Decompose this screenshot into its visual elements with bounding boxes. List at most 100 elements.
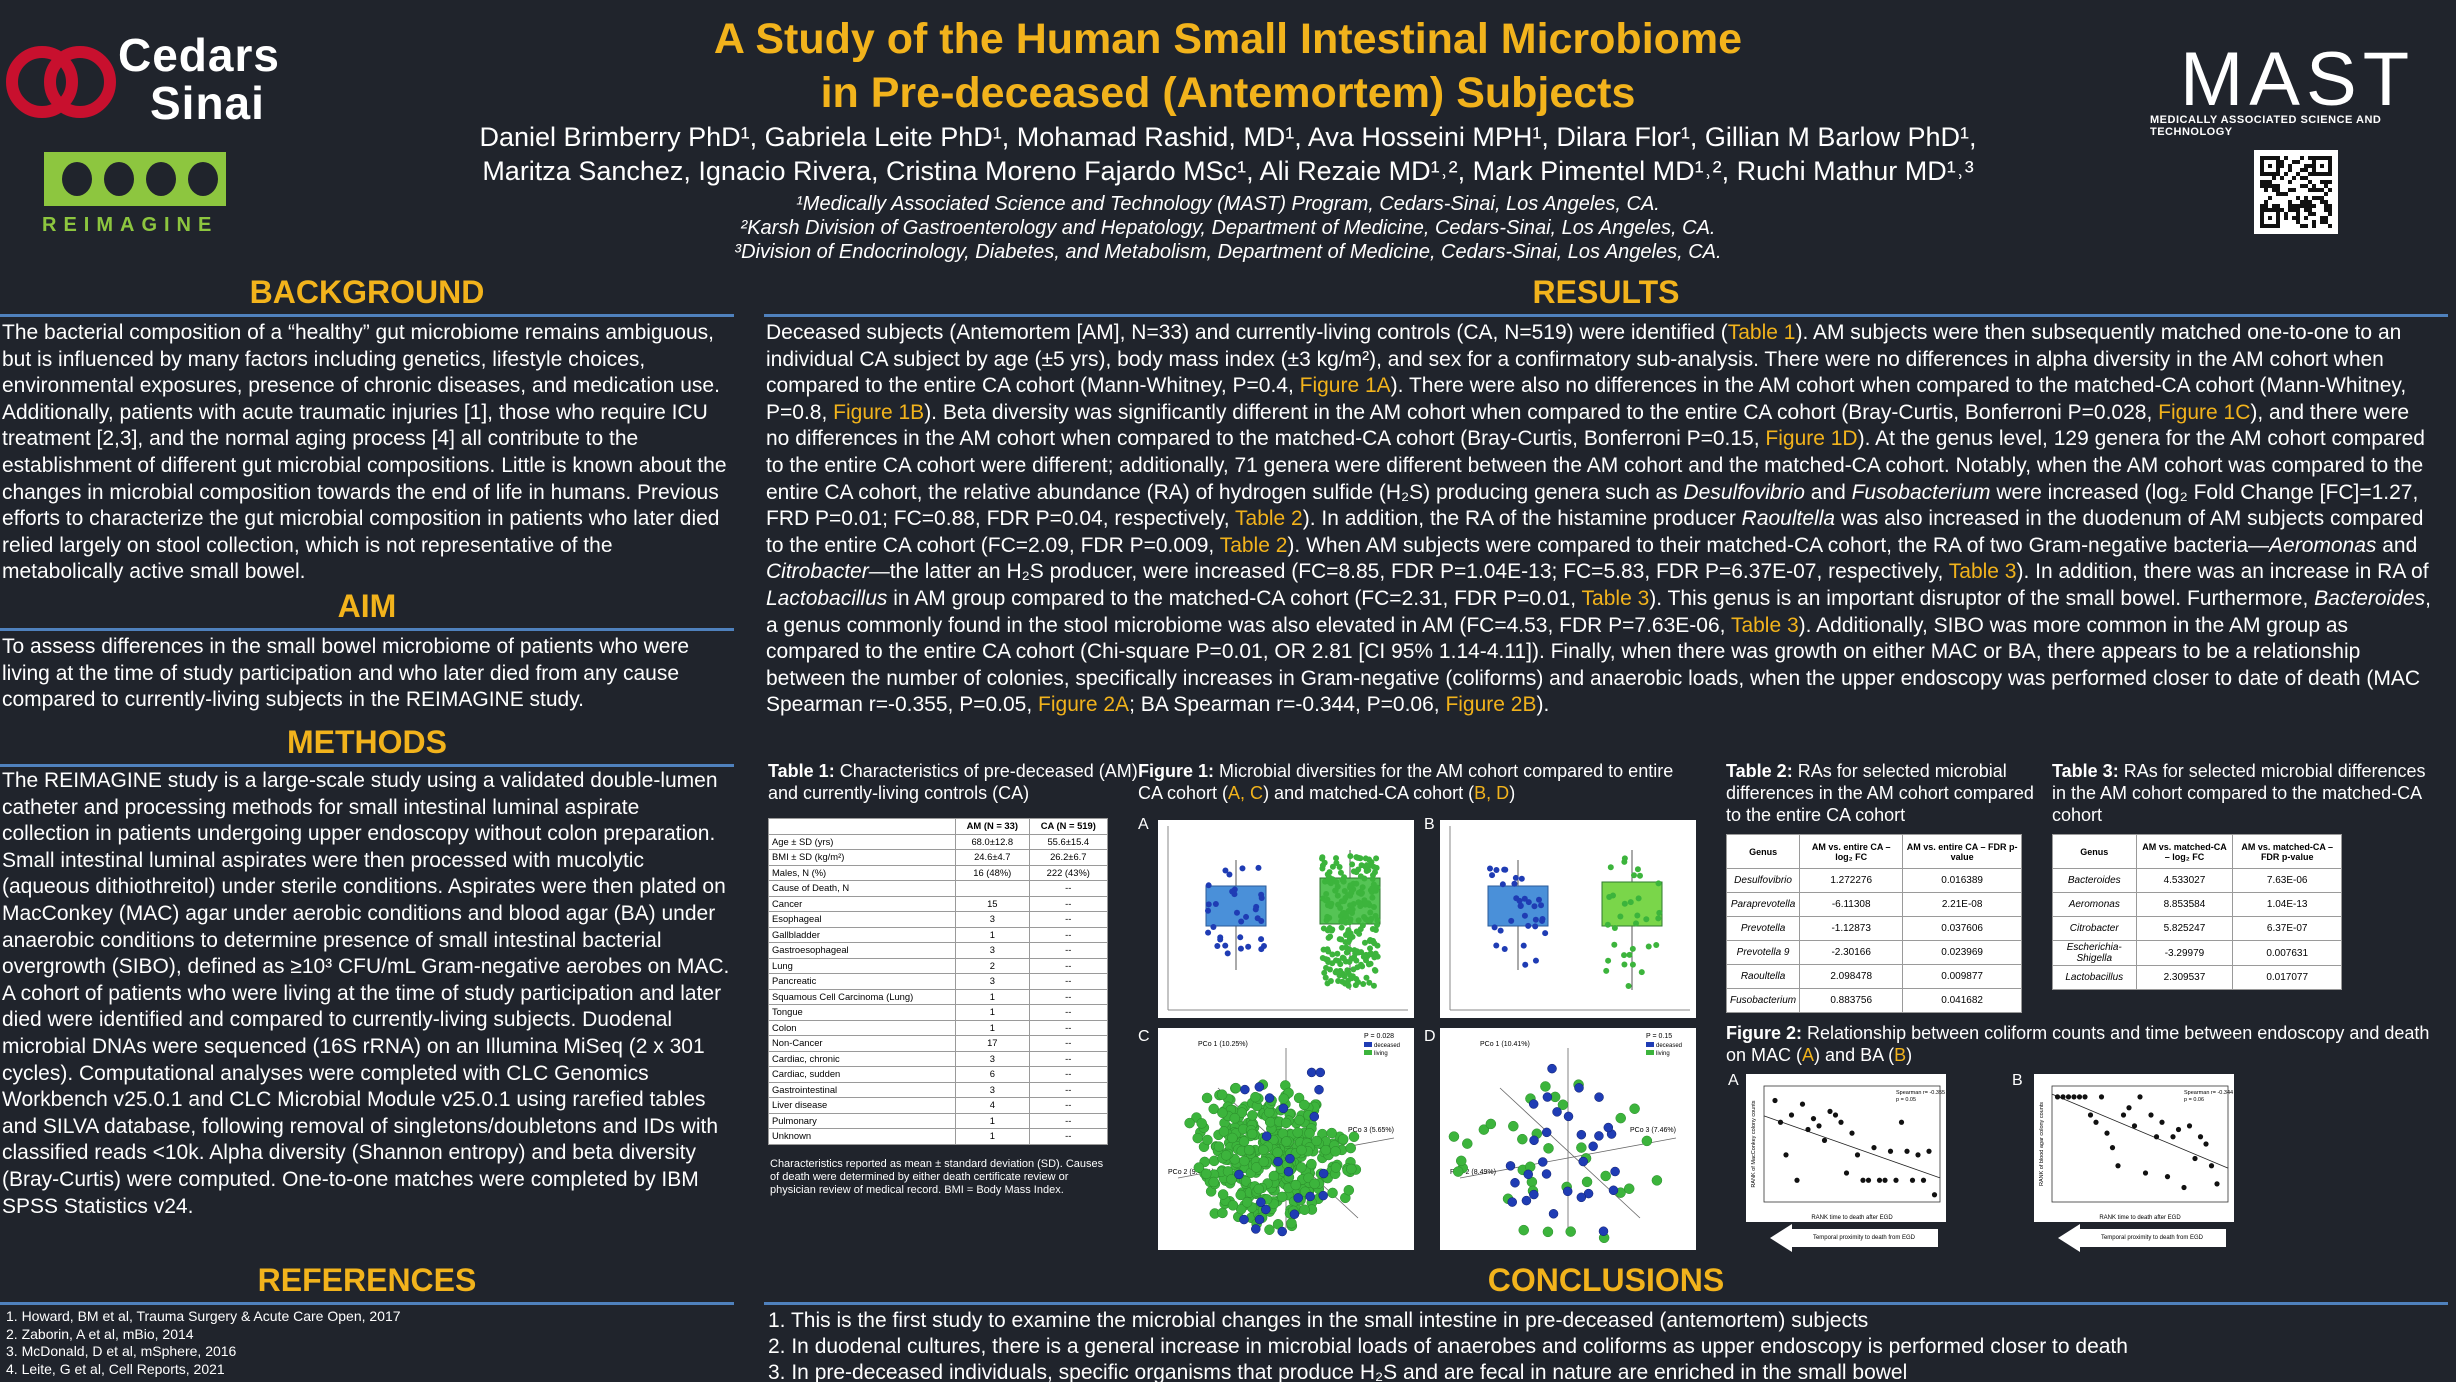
figure-table-ref: Table 1 [1727, 321, 1796, 344]
pcoa-point-am [1563, 1111, 1574, 1122]
pcoa-point-am [1254, 1082, 1265, 1092]
qr-module [2320, 180, 2324, 184]
data-point-am [1497, 927, 1504, 934]
data-point-ca [1332, 887, 1339, 894]
table-row: Gastroesophageal 3 -- [767, 942, 1109, 959]
legend-swatch-am [1364, 1042, 1372, 1047]
qr-module [2316, 172, 2320, 176]
qr-module [2300, 224, 2304, 228]
table-cell: 2.098478 [1799, 964, 1904, 989]
data-point-am [1258, 891, 1265, 898]
qr-module [2268, 172, 2272, 176]
pcoa-point-ca [1265, 1116, 1276, 1128]
qr-module [2328, 164, 2332, 168]
scatter-point [2120, 1112, 2127, 1118]
table-cell: -- [1028, 1081, 1109, 1098]
section-divider [0, 1302, 734, 1305]
table-cell: Gastroesophageal [767, 942, 957, 959]
qr-module [2268, 196, 2272, 200]
qr-module [2308, 188, 2312, 192]
table-row: Lactobacillus 2.309537 0.017077 [2052, 965, 2342, 990]
data-point-am [1499, 881, 1506, 888]
qr-module [2304, 224, 2308, 228]
results-text: Deceased subjects (Antemortem [AM], N=33… [766, 320, 2438, 719]
qr-module [2288, 204, 2292, 208]
table-row: BMI ± SD (kg/m²) 24.6±4.7 26.2±6.7 [767, 849, 1109, 866]
scatter-point [2115, 1163, 2121, 1169]
qr-module [2260, 220, 2264, 224]
qr-code-icon[interactable] [2254, 150, 2338, 234]
qr-module [2296, 216, 2300, 220]
pcoa-point-am [1234, 1169, 1244, 1180]
qr-module [2284, 192, 2288, 196]
pcoa-point-am [1594, 1131, 1604, 1141]
data-point-am [1539, 917, 1546, 924]
qr-module [2320, 220, 2324, 224]
pcoa-point-ca [1581, 1176, 1593, 1188]
table-row: Prevotella -1.12873 0.037606 [1725, 916, 2022, 941]
data-point-ca [1321, 969, 1328, 976]
table-row: Paraprevotella -6.11308 2.21E-08 [1725, 892, 2022, 917]
table-cell: Raoultella [1725, 964, 1801, 989]
qr-module [2276, 164, 2280, 168]
qr-module [2276, 168, 2280, 172]
data-point-ca [1638, 969, 1645, 976]
scatter-point [2208, 1163, 2215, 1169]
results-text-span: Deceased subjects (Antemortem [AM], N=33… [766, 321, 1728, 344]
qr-module [2268, 164, 2272, 168]
figure-table-ref: Figure 2B [1445, 693, 1537, 717]
pcoa-point-am [1576, 1129, 1587, 1140]
data-point-am [1237, 945, 1244, 952]
data-point-ca [1629, 961, 1636, 968]
data-point-ca [1339, 876, 1346, 883]
section-divider [764, 314, 2448, 317]
qr-module [2268, 224, 2272, 228]
table2-caption: Table 2: RAs for selected microbial diff… [1726, 761, 2034, 825]
scatter-point [2203, 1141, 2209, 1147]
qr-module [2292, 208, 2296, 212]
qr-module [2272, 176, 2276, 180]
qr-module [2320, 164, 2324, 168]
table-header-cell: AM (N = 33) [955, 818, 1030, 835]
qr-module [2288, 180, 2292, 184]
data-point-ca [1370, 881, 1377, 888]
qr-module [2304, 168, 2308, 172]
scatter-point [1915, 1152, 1921, 1158]
table-cell: Gastrointestinal [767, 1081, 957, 1098]
pcoa-point-ca [1455, 1155, 1467, 1167]
pcoa-point-am [1610, 1166, 1620, 1177]
table-cell: Cancer [767, 895, 957, 912]
scatter-point [2153, 1134, 2160, 1140]
table1-note: Characteristics reported as mean ± stand… [770, 1158, 1104, 1196]
legend-swatch-ca [1364, 1050, 1372, 1055]
pcoa-point-ca [1296, 1144, 1307, 1156]
scatter-point [2098, 1094, 2105, 1100]
plot-frame [1763, 1085, 1941, 1203]
data-point-ca [1371, 967, 1378, 974]
pcoa-point-ca [1258, 1144, 1269, 1156]
scatter-point [2214, 1181, 2220, 1187]
data-point-am [1538, 902, 1545, 909]
qr-module [2272, 204, 2276, 208]
pcoa-point-am [1277, 1226, 1287, 1237]
table-cell: 15 [955, 895, 1030, 912]
reference-item: 3. McDonald, D et al, mSphere, 2016 [6, 1343, 237, 1359]
y-axis-label: RANK of blood agar colony counts [2039, 1102, 2045, 1186]
table-row: Bacteroides 4.533027 7.63E-06 [2052, 868, 2342, 893]
table2: Genus AM vs. entire CA – log₂ FC AM vs. en… [1725, 834, 2022, 1013]
data-point-ca [1320, 946, 1327, 953]
scatter-point [1827, 1108, 1833, 1114]
data-point-am [1255, 864, 1262, 871]
data-point-ca [1372, 950, 1379, 957]
table-row: Escherichia-Shigella -3.29979 0.007631 [2052, 940, 2342, 966]
qr-module [2312, 212, 2316, 216]
pcoa-point-am [1529, 1189, 1539, 1200]
pcoa-point-ca [1192, 1132, 1203, 1144]
data-point-ca [1339, 954, 1346, 961]
table-cell: Prevotella [1725, 916, 1801, 941]
table-row: Males, N (%) 16 (48%) 222 (43%) [767, 864, 1109, 881]
data-point-am [1226, 871, 1233, 878]
pcoa-point-ca [1217, 1207, 1228, 1219]
qr-module [2324, 220, 2328, 224]
data-point-ca [1340, 898, 1347, 905]
